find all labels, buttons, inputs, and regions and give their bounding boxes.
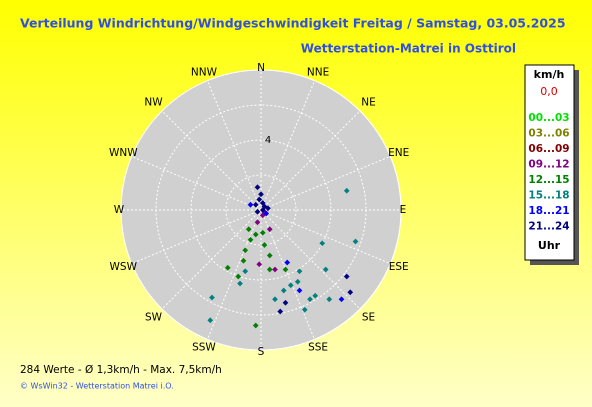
legend-footer: Uhr xyxy=(538,239,561,252)
grid-ring xyxy=(225,174,297,246)
wind-point xyxy=(312,292,319,299)
legend-entry: 09...12 xyxy=(528,159,569,171)
wind-point xyxy=(245,226,252,233)
direction-label: NNW xyxy=(191,66,218,78)
legend-box xyxy=(524,64,575,261)
wind-point xyxy=(258,191,264,198)
chart-subtitle: Wetterstation-Matrei in Osttirol xyxy=(301,42,516,56)
legend-title: km/h xyxy=(534,68,565,81)
wind-point xyxy=(322,266,329,273)
legend-entry: 15...18 xyxy=(528,190,569,202)
wind-point xyxy=(266,266,273,273)
direction-label: NE xyxy=(361,97,376,109)
wind-point xyxy=(235,273,242,280)
grid-ring xyxy=(120,69,402,351)
spoke xyxy=(260,209,316,340)
direction-label: SE xyxy=(362,311,375,323)
wind-point xyxy=(256,261,263,268)
direction-label: SW xyxy=(145,311,163,323)
direction-label: N xyxy=(257,62,265,74)
wind-point xyxy=(343,273,350,280)
wind-point xyxy=(254,219,261,226)
spoke xyxy=(161,209,262,310)
direction-label: WSW xyxy=(110,261,138,273)
wind-point xyxy=(247,201,254,208)
wind-point xyxy=(319,240,326,247)
wind-point xyxy=(266,226,273,233)
wind-point xyxy=(259,229,266,236)
wind-point xyxy=(296,268,303,275)
wind-point xyxy=(247,236,254,243)
direction-label: NNE xyxy=(307,66,329,78)
wind-point xyxy=(343,187,350,194)
spoke xyxy=(161,110,262,211)
wind-point xyxy=(347,289,354,296)
wind-point xyxy=(294,278,301,285)
wind-point xyxy=(272,296,278,303)
direction-label: ESE xyxy=(389,261,409,273)
wind-point xyxy=(338,296,345,303)
wind-point xyxy=(256,196,263,203)
spoke xyxy=(206,80,262,211)
wind-point xyxy=(240,257,247,264)
legend-entry: 21...24 xyxy=(528,221,569,233)
wind-point xyxy=(237,280,243,287)
wind-point xyxy=(261,242,268,248)
spoke xyxy=(260,209,361,310)
direction-label: SSW xyxy=(192,342,216,354)
wind-point xyxy=(284,259,291,266)
direction-label: NW xyxy=(144,97,163,109)
wind-point xyxy=(326,296,333,303)
wind-point xyxy=(282,299,289,306)
wind-point xyxy=(207,317,214,324)
r-tick-label: 4 xyxy=(265,135,271,146)
chart-title: Verteilung Windrichtung/Windgeschwindigk… xyxy=(20,16,566,31)
wind-point xyxy=(277,308,284,315)
spoke xyxy=(260,80,316,211)
spoke xyxy=(131,209,262,265)
spoke xyxy=(206,209,262,340)
wind-point xyxy=(224,264,231,271)
direction-label: SSE xyxy=(308,342,328,354)
stats: 284 Werte - Ø 1,3km/h - Max. 7,5km/h xyxy=(20,364,222,376)
wind-point xyxy=(307,296,313,303)
direction-label: WNW xyxy=(109,147,138,159)
wind-point xyxy=(272,266,278,273)
wind-point xyxy=(282,266,289,273)
wind-point xyxy=(265,205,271,212)
spoke xyxy=(131,155,262,211)
direction-label: S xyxy=(258,346,265,358)
wind-point xyxy=(263,210,270,217)
direction-label: E xyxy=(400,204,407,216)
wind-point xyxy=(242,268,249,275)
wind-point xyxy=(252,201,259,208)
wind-point xyxy=(352,238,359,245)
legend-entry: 00...03 xyxy=(528,112,569,124)
wind-point xyxy=(252,231,259,238)
legend-entry: 06...09 xyxy=(528,143,569,155)
wind-point xyxy=(287,282,294,289)
wind-point xyxy=(280,287,287,294)
credit: © WsWin32 - Wetterstation Matrei i.O. xyxy=(20,382,174,391)
wind-point xyxy=(252,322,259,329)
wind-point xyxy=(259,207,266,213)
wind-point xyxy=(242,247,249,254)
wind-point xyxy=(296,287,303,294)
legend-entry: 03...06 xyxy=(528,128,569,140)
wind-point xyxy=(266,252,273,259)
wind-point xyxy=(254,184,261,191)
spoke xyxy=(260,209,391,265)
spoke xyxy=(260,110,361,211)
direction-label: W xyxy=(114,204,125,216)
wind-point xyxy=(301,306,308,313)
legend-entry: 12...15 xyxy=(528,174,569,186)
direction-label: ENE xyxy=(388,147,409,159)
wind-point xyxy=(209,294,215,301)
legend-entry: 18...21 xyxy=(528,205,569,217)
legend-calm: 0,0 xyxy=(540,85,558,98)
spoke xyxy=(260,155,391,211)
wind-point xyxy=(254,208,261,215)
